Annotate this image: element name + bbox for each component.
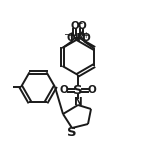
Text: O: O: [77, 21, 86, 31]
Text: N: N: [70, 33, 79, 43]
Text: N: N: [74, 97, 82, 107]
Text: S: S: [67, 126, 77, 139]
Text: −: −: [75, 19, 82, 28]
Text: O: O: [60, 85, 68, 95]
Text: O: O: [88, 85, 96, 95]
Text: N: N: [77, 33, 86, 43]
Text: −: −: [63, 29, 70, 39]
Text: O: O: [81, 33, 90, 43]
Text: +: +: [67, 30, 74, 39]
Text: +: +: [82, 30, 89, 39]
Text: O: O: [66, 33, 75, 43]
Text: O: O: [70, 21, 79, 31]
Text: S: S: [73, 84, 83, 97]
